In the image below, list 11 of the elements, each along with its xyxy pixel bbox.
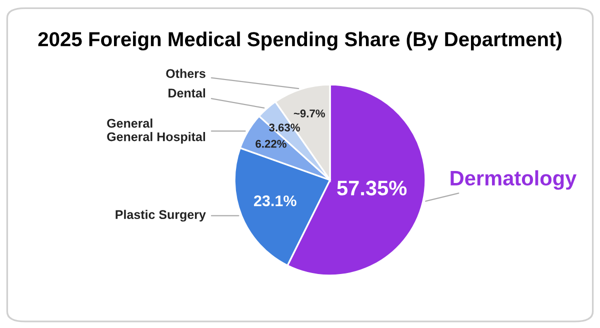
data-label: 6.22% — [256, 140, 286, 148]
data-label: 23.1% — [254, 195, 296, 206]
chart-title: 2025 Foreign Medical Spending Share (By Department) — [38, 32, 562, 50]
data-label: ~9.7% — [294, 110, 325, 118]
slice-label: General General Hospital — [107, 118, 206, 144]
data-label: 3.63% — [269, 124, 300, 132]
slice-label: Plastic Surgery — [116, 210, 206, 222]
slice-label: Dental — [168, 88, 206, 98]
slice-label: Dermatology — [450, 170, 577, 190]
data-label: 57.35% — [337, 180, 407, 196]
slice-label: Others — [166, 68, 206, 78]
